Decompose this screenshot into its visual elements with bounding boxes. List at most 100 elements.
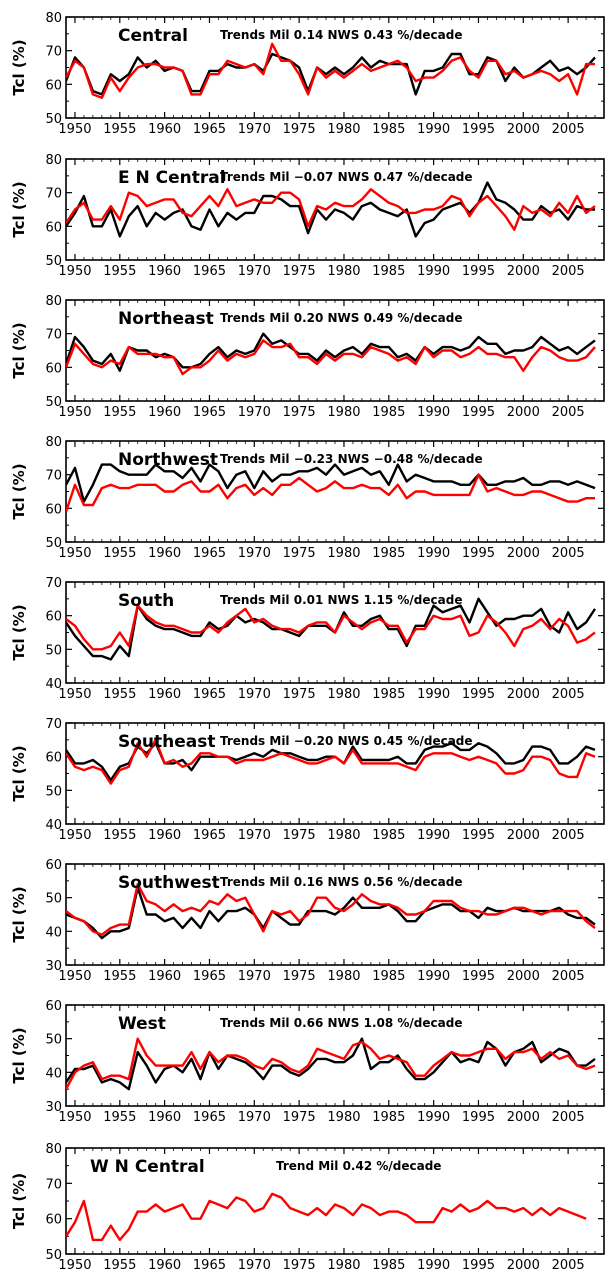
x-tick-label: 1970 xyxy=(238,546,271,561)
y-tick-label: 60 xyxy=(45,751,62,766)
x-tick-label: 1980 xyxy=(327,546,360,561)
x-tick-label: 1990 xyxy=(417,264,450,279)
x-tick-label: 1955 xyxy=(103,405,136,420)
x-tick-label: 1975 xyxy=(283,122,316,137)
y-tick-label: 30 xyxy=(45,1100,62,1115)
x-tick-label: 1990 xyxy=(417,687,450,702)
y-tick-label: 50 xyxy=(45,254,62,269)
x-tick-label: 1960 xyxy=(148,1110,181,1125)
y-tick-label: 60 xyxy=(45,610,62,625)
series-line-nws xyxy=(66,473,595,513)
x-tick-label: 1990 xyxy=(417,828,450,843)
x-tick-label: 1990 xyxy=(417,546,450,561)
x-tick-label: 1955 xyxy=(103,969,136,984)
x-tick-label: 2005 xyxy=(552,1110,585,1125)
trend-annotation: Trend Mil 0.42 %/decade xyxy=(276,1159,441,1173)
x-tick-label: 1985 xyxy=(372,264,405,279)
y-tick-label: 60 xyxy=(45,502,62,517)
x-tick-label: 1995 xyxy=(462,828,495,843)
y-tick-label: 80 xyxy=(45,11,62,26)
y-tick-label: 50 xyxy=(45,784,62,799)
series-line-nws xyxy=(66,188,596,231)
x-tick-label: 1980 xyxy=(327,687,360,702)
x-tick-label: 1955 xyxy=(103,264,136,279)
y-tick-label: 70 xyxy=(45,45,62,60)
x-tick-label: 1980 xyxy=(327,1258,360,1273)
x-tick-label: 1990 xyxy=(417,405,450,420)
panel-southwest: 30 40 50 60 1950 1955 1960 1965 1970 1975 1980 1985… xyxy=(10,858,605,984)
x-tick-label: 1980 xyxy=(327,969,360,984)
x-tick-label: 1960 xyxy=(148,264,181,279)
x-tick-label: 1995 xyxy=(462,969,495,984)
x-tick-label: 1960 xyxy=(148,546,181,561)
series-line-mil xyxy=(66,181,595,238)
panel-southeast: 40 50 60 70 1950 1955 1960 1965 1970 1975 1980 1985… xyxy=(10,717,605,843)
x-tick-label: 1955 xyxy=(103,687,136,702)
y-tick-label: 70 xyxy=(45,469,62,484)
x-tick-label: 1990 xyxy=(417,969,450,984)
x-tick-label: 1955 xyxy=(103,828,136,843)
y-tick-label: 40 xyxy=(45,1066,62,1081)
x-tick-label: 1970 xyxy=(238,122,271,137)
y-tick-label: 40 xyxy=(45,677,62,692)
y-tick-label: 60 xyxy=(45,220,62,235)
series-line-mil xyxy=(66,463,596,503)
x-tick-label: 1970 xyxy=(238,1258,271,1273)
x-tick-label: 1970 xyxy=(238,687,271,702)
panel-title: Southwest xyxy=(118,873,220,893)
x-tick-label: 2005 xyxy=(552,122,585,137)
y-axis-label: Tcl (%) xyxy=(10,604,28,660)
trend-annotation: Trends Mil 0.16 NWS 0.56 %/decade xyxy=(220,875,462,889)
trend-annotation: Trends Mil 0.01 NWS 1.15 %/decade xyxy=(220,593,462,607)
x-tick-label: 1980 xyxy=(327,122,360,137)
x-tick-label: 2000 xyxy=(507,1258,540,1273)
y-axis-label: Tcl (%) xyxy=(10,1173,28,1229)
panel-w-n-central: 50 60 70 80 1950 1955 1960 1965 1970 1975 1980 1985… xyxy=(10,1142,605,1273)
y-tick-label: 50 xyxy=(45,1248,62,1263)
x-tick-label: 1960 xyxy=(148,1258,181,1273)
y-tick-label: 70 xyxy=(45,328,62,343)
x-tick-label: 2000 xyxy=(507,687,540,702)
x-tick-label: 1965 xyxy=(193,1110,226,1125)
x-tick-label: 1985 xyxy=(372,828,405,843)
x-tick-label: 1990 xyxy=(417,122,450,137)
y-tick-label: 80 xyxy=(45,294,62,309)
y-tick-label: 50 xyxy=(45,112,62,127)
x-tick-label: 2005 xyxy=(552,1258,585,1273)
x-tick-label: 1975 xyxy=(283,405,316,420)
series-line-mil xyxy=(66,886,596,940)
y-tick-label: 80 xyxy=(45,1142,62,1157)
x-tick-label: 2005 xyxy=(552,969,585,984)
trend-annotation: Trends Mil −0.20 NWS 0.45 %/decade xyxy=(220,734,473,748)
y-axis-label: Tcl (%) xyxy=(10,463,28,519)
x-tick-label: 1980 xyxy=(327,828,360,843)
x-tick-label: 1950 xyxy=(58,828,91,843)
x-tick-label: 1975 xyxy=(283,1110,316,1125)
y-axis-label: Tcl (%) xyxy=(10,745,28,801)
y-tick-label: 60 xyxy=(45,78,62,93)
y-tick-label: 40 xyxy=(45,925,62,940)
panel-e-n-central: 50 60 70 80 1950 1955 1960 1965 1970 1975 1980 1985… xyxy=(10,153,605,279)
x-tick-label: 1980 xyxy=(327,264,360,279)
x-tick-label: 2000 xyxy=(507,264,540,279)
x-tick-label: 1950 xyxy=(58,405,91,420)
y-tick-label: 60 xyxy=(45,999,62,1014)
y-tick-label: 60 xyxy=(45,1213,62,1228)
x-tick-label: 1995 xyxy=(462,122,495,137)
x-tick-label: 1995 xyxy=(462,405,495,420)
y-tick-label: 50 xyxy=(45,395,62,410)
x-tick-label: 2000 xyxy=(507,405,540,420)
x-tick-label: 1965 xyxy=(193,546,226,561)
x-tick-label: 1965 xyxy=(193,122,226,137)
x-tick-label: 1965 xyxy=(193,264,226,279)
x-tick-label: 2005 xyxy=(552,687,585,702)
x-tick-label: 1985 xyxy=(372,1258,405,1273)
x-tick-label: 1985 xyxy=(372,687,405,702)
series-line-mil xyxy=(66,1037,596,1091)
x-tick-label: 1995 xyxy=(462,1110,495,1125)
x-tick-label: 2000 xyxy=(507,1110,540,1125)
x-tick-label: 1950 xyxy=(58,122,91,137)
x-tick-label: 1985 xyxy=(372,969,405,984)
x-tick-label: 1980 xyxy=(327,1110,360,1125)
